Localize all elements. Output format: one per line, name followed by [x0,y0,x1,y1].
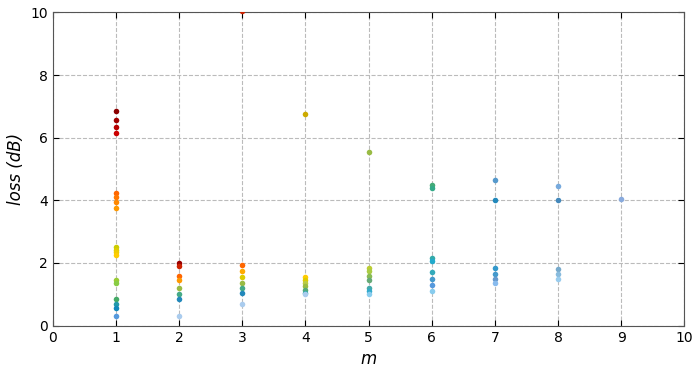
X-axis label: m: m [360,350,377,368]
Y-axis label: loss (dB): loss (dB) [7,133,25,205]
